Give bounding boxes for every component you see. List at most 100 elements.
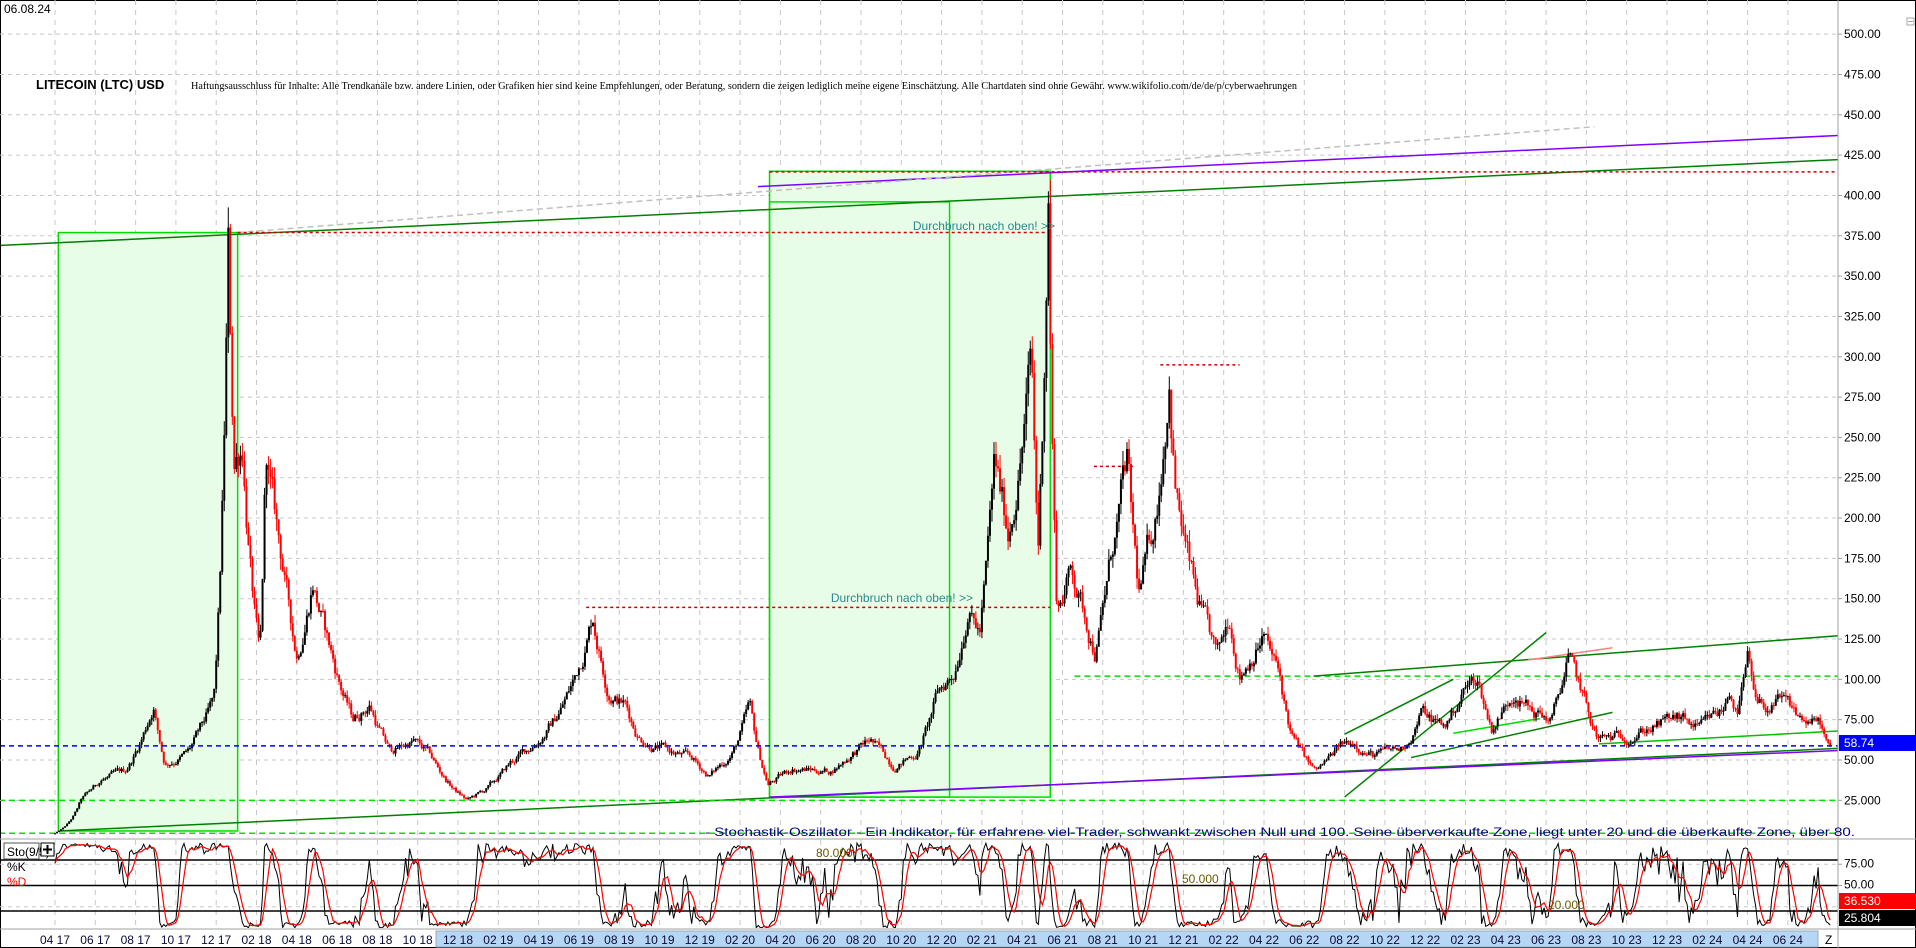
price-axis[interactable]: 500.00475.00450.00425.00400.00375.00350.… [1838, 27, 1881, 807]
candle-body [1156, 515, 1159, 519]
candle-body [166, 764, 169, 766]
candle-body [1547, 720, 1550, 722]
candle [372, 709, 375, 718]
candle [249, 535, 252, 568]
candle [444, 775, 447, 783]
candle [1805, 716, 1808, 729]
x-tick-label: 10 19 [644, 933, 674, 947]
candle [114, 767, 117, 772]
candle [1440, 718, 1443, 726]
candle [559, 702, 562, 715]
candle-body [1796, 714, 1799, 717]
candle-body [1107, 559, 1110, 582]
candle-body [795, 771, 798, 773]
candle [189, 746, 192, 751]
candle [1119, 473, 1122, 515]
candle-body [1823, 728, 1826, 734]
candle-body [1829, 742, 1832, 746]
candle [912, 756, 915, 761]
candle-body [1216, 643, 1219, 645]
candle [932, 697, 935, 719]
time-axis-highlight [435, 930, 1819, 948]
candle [1720, 704, 1723, 715]
candle-body [342, 690, 345, 696]
candle-body [952, 679, 955, 681]
candle [789, 770, 792, 775]
time-axis[interactable]: 04 17 06 17 08 17 10 17 12 17 02 18 04 18 06 18… [40, 930, 1819, 948]
candle-body [1180, 510, 1183, 526]
candle-body [1774, 699, 1777, 706]
candle [289, 599, 292, 631]
candle [708, 775, 711, 777]
x-tick-label: 04 19 [524, 933, 554, 947]
candle [1790, 700, 1793, 709]
x-tick-label: 02 18 [241, 933, 271, 947]
candle [344, 692, 347, 699]
candle-body [1416, 724, 1419, 729]
candle [803, 767, 806, 772]
candle [1472, 673, 1475, 690]
candle [1448, 718, 1451, 724]
candle-body [720, 764, 723, 766]
candle [1127, 439, 1130, 471]
candle-body [1430, 714, 1433, 722]
candle [1593, 725, 1596, 732]
candle [360, 712, 363, 726]
candle-body [829, 771, 832, 775]
candle-body [1136, 545, 1139, 579]
candle-body [1083, 608, 1086, 618]
candle [555, 716, 558, 722]
time-axis-end: Z [1825, 933, 1832, 947]
candle-body [444, 776, 447, 782]
candle-body [70, 819, 73, 822]
candle-body [811, 768, 814, 771]
candle [1520, 697, 1523, 705]
last-price-value: 58.74 [1844, 736, 1874, 750]
candle [755, 726, 758, 743]
candle [1597, 734, 1600, 742]
x-tick-label: 06 18 [322, 933, 352, 947]
candle-body [364, 712, 367, 714]
candle-body [122, 768, 125, 772]
candle-body [1633, 740, 1636, 743]
candle-body [525, 750, 528, 753]
candle [916, 750, 919, 761]
candle-body [533, 746, 536, 749]
candle-body [1349, 743, 1352, 745]
candle [1514, 696, 1517, 709]
candle-body [1502, 706, 1505, 713]
candle [299, 651, 302, 658]
indicator-label-box[interactable] [3, 842, 40, 860]
candle-body [1446, 720, 1449, 728]
candle [479, 789, 482, 793]
candle [1728, 692, 1731, 700]
candle-body [565, 692, 568, 700]
candle [1569, 652, 1572, 656]
candle-body [418, 739, 421, 744]
candle [485, 788, 488, 793]
candle [833, 767, 836, 773]
candle-body [1260, 636, 1263, 646]
candle-body [1279, 668, 1282, 676]
candle-body [662, 742, 665, 744]
candle-body [1535, 712, 1538, 718]
candle [328, 631, 331, 648]
candle-body [247, 527, 250, 546]
candle-body [442, 775, 445, 777]
candle [1601, 731, 1604, 739]
candle [418, 735, 421, 746]
candle [1408, 742, 1411, 749]
candle [777, 771, 780, 779]
candle [1474, 680, 1477, 690]
candle [1639, 725, 1642, 733]
candle-body [1462, 688, 1465, 695]
candle-body [432, 757, 435, 760]
candle [1649, 727, 1652, 734]
candle-body [1355, 744, 1358, 749]
candle-body [1780, 696, 1783, 698]
candle [1138, 568, 1141, 593]
collapse-icon[interactable] [1906, 17, 1915, 26]
candle-body [450, 785, 453, 788]
